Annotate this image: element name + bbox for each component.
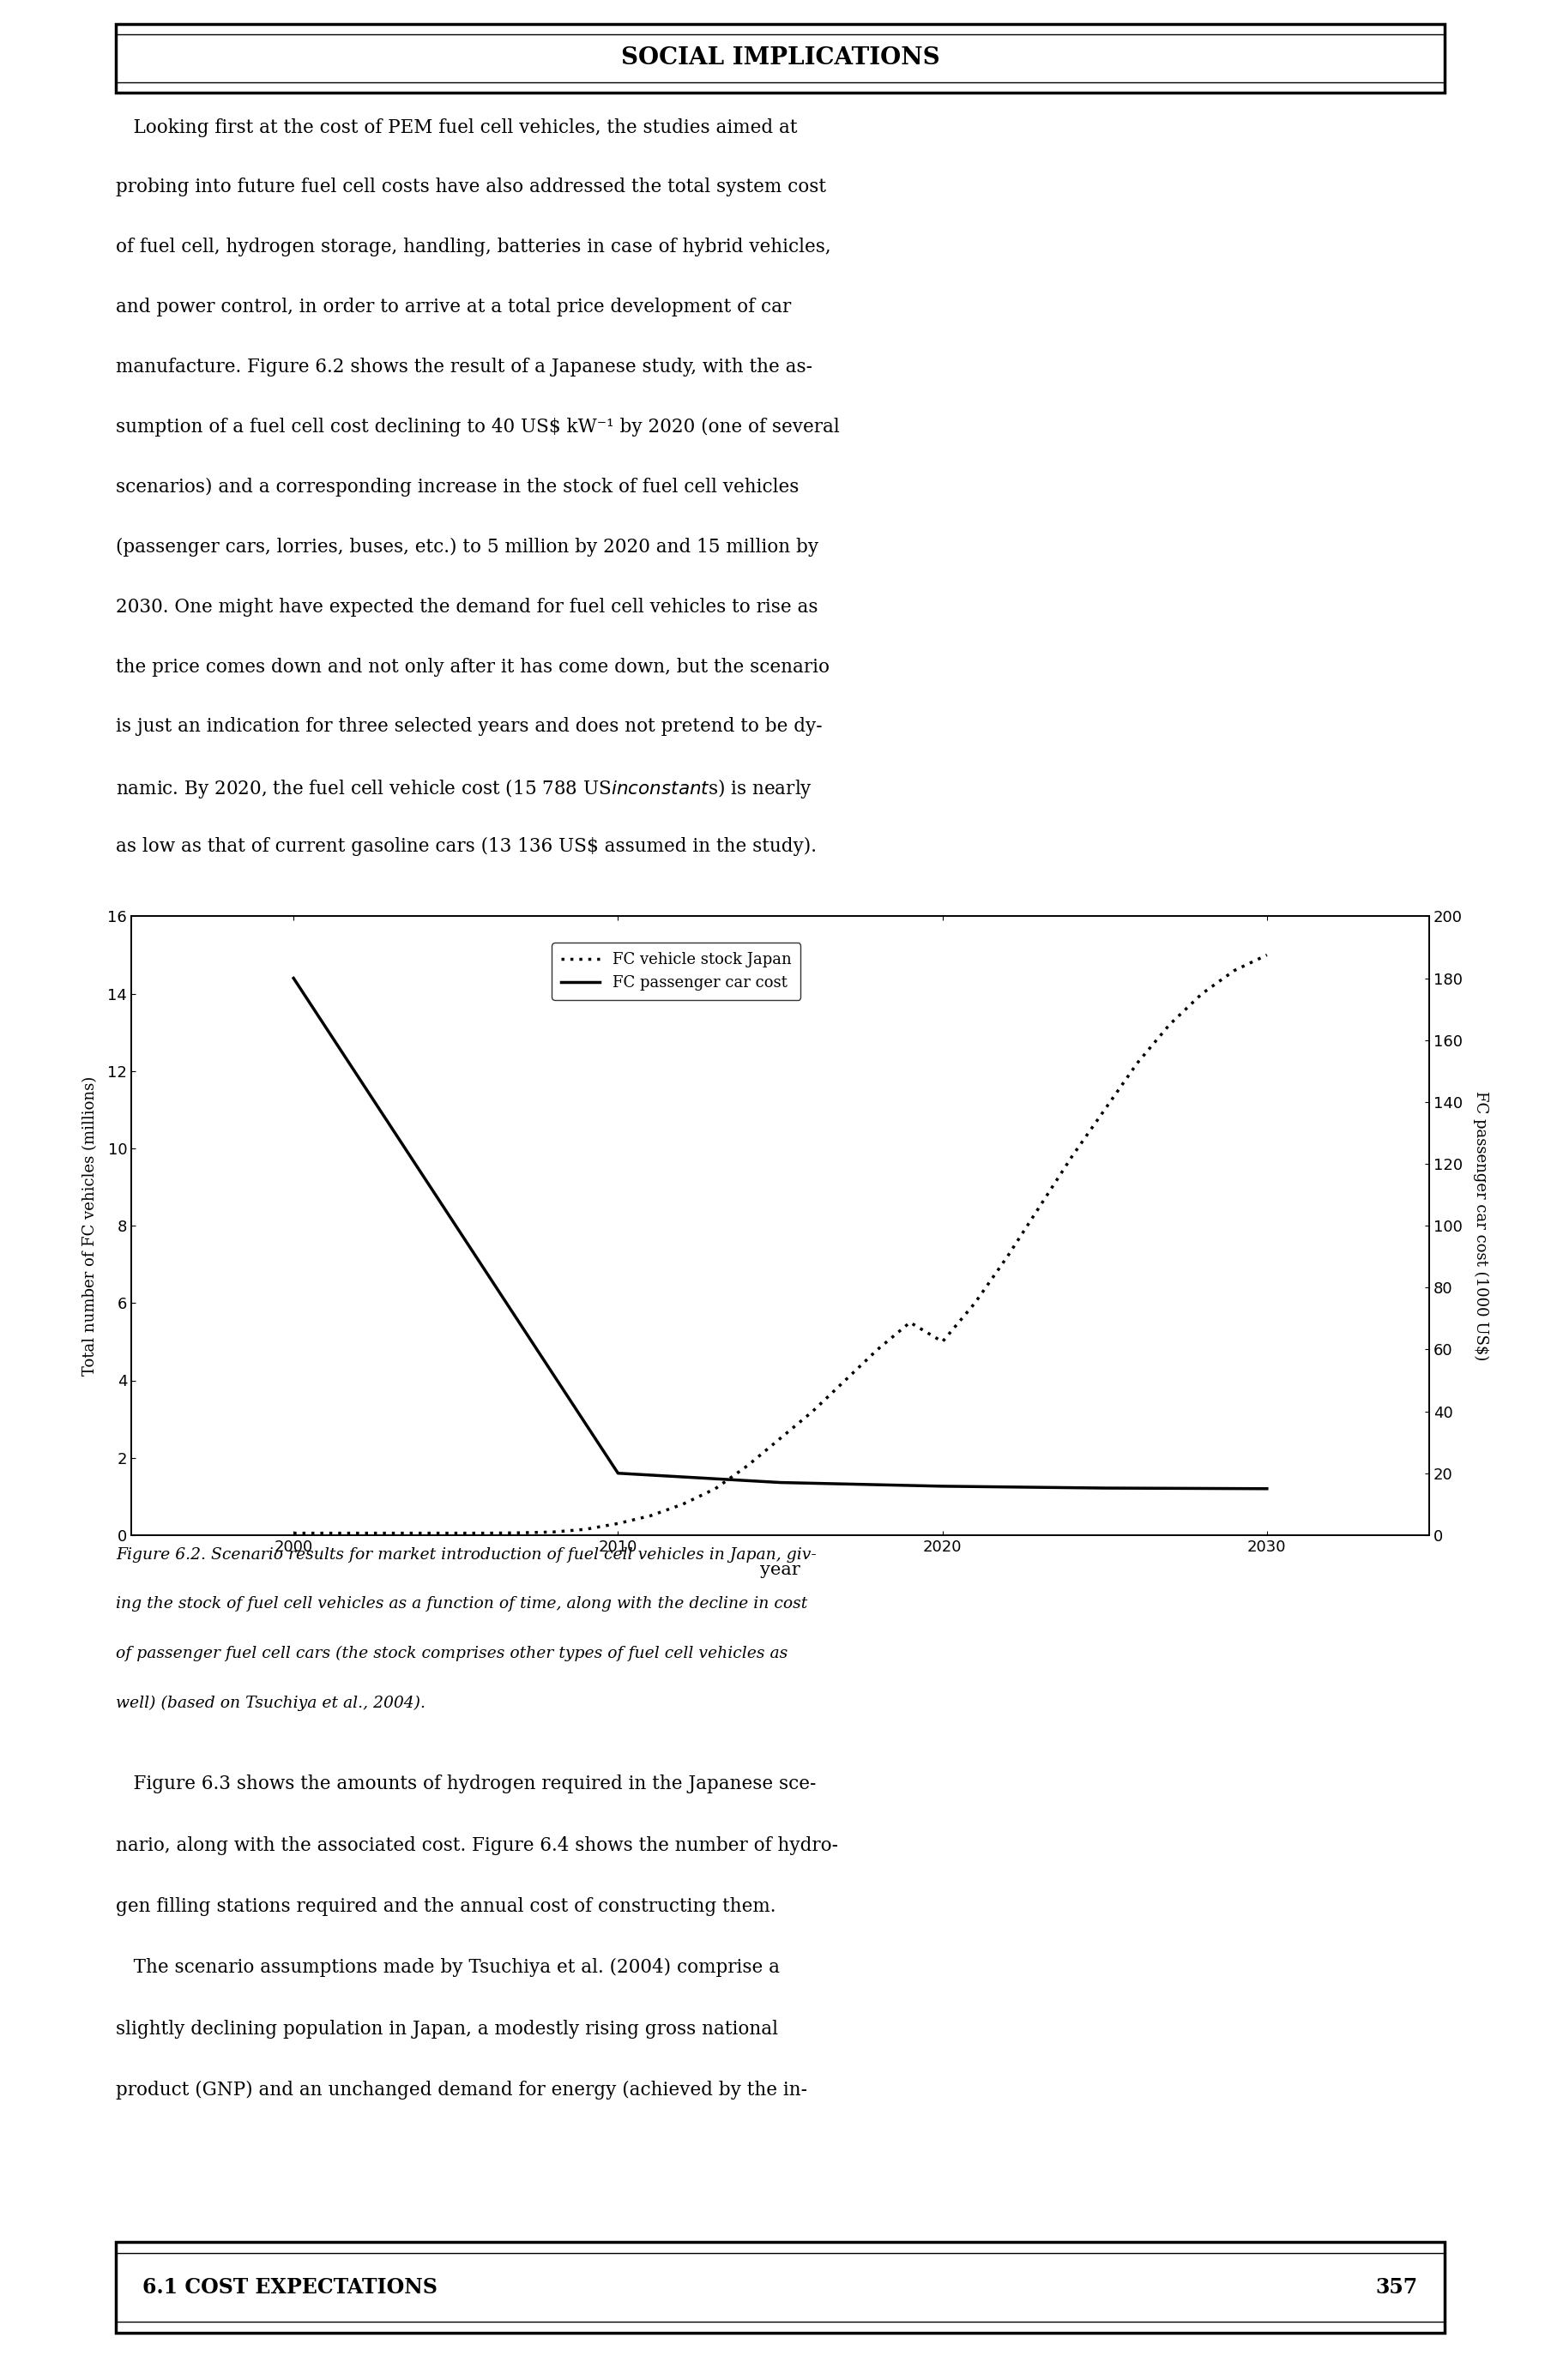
- Text: gen filling stations required and the annual cost of constructing them.: gen filling stations required and the an…: [116, 1897, 776, 1916]
- Text: scenarios) and a corresponding increase in the stock of fuel cell vehicles: scenarios) and a corresponding increase …: [116, 478, 799, 497]
- Text: as low as that of current gasoline cars (13 136 US$ assumed in the study).: as low as that of current gasoline cars …: [116, 838, 817, 857]
- FC vehicle stock Japan: [739, 1452, 757, 1480]
- FC vehicle stock Japan: [382, 1518, 400, 1547]
- Text: Figure 6.2. Scenario results for market introduction of fuel cell vehicles in Ja: Figure 6.2. Scenario results for market …: [116, 1547, 816, 1564]
- Text: the price comes down and not only after it has come down, but the scenario: the price comes down and not only after …: [116, 657, 830, 676]
- Text: 357: 357: [1375, 2278, 1418, 2297]
- Text: of passenger fuel cell cars (the stock comprises other types of fuel cell vehicl: of passenger fuel cell cars (the stock c…: [116, 1647, 788, 1661]
- FC vehicle stock Japan: [414, 1518, 433, 1547]
- FC passenger car cost: [771, 1468, 789, 1497]
- FC passenger car cost: [609, 1459, 627, 1488]
- Text: product (GNP) and an unchanged demand for energy (achieved by the in-: product (GNP) and an unchanged demand fo…: [116, 2080, 808, 2099]
- FC vehicle stock Japan: [803, 1397, 822, 1426]
- Text: ing the stock of fuel cell vehicles as a function of time, along with the declin: ing the stock of fuel cell vehicles as a…: [116, 1597, 808, 1611]
- Text: Looking first at the cost of PEM fuel cell vehicles, the studies aimed at: Looking first at the cost of PEM fuel ce…: [116, 119, 797, 136]
- FC vehicle stock Japan: [479, 1518, 497, 1547]
- FC vehicle stock Japan: [349, 1518, 368, 1547]
- Text: 6.1 COST EXPECTATIONS: 6.1 COST EXPECTATIONS: [142, 2278, 437, 2297]
- FC vehicle stock Japan: [933, 1328, 952, 1357]
- FC vehicle stock Japan: [998, 1242, 1017, 1271]
- FC passenger car cost: [284, 964, 303, 992]
- Text: 2030. One might have expected the demand for fuel cell vehicles to rise as: 2030. One might have expected the demand…: [116, 597, 817, 616]
- FC vehicle stock Japan: [1063, 1142, 1082, 1171]
- Text: and power control, in order to arrive at a total price development of car: and power control, in order to arrive at…: [116, 298, 791, 317]
- X-axis label: year: year: [760, 1561, 800, 1578]
- FC vehicle stock Japan: [1031, 1192, 1049, 1221]
- Text: well) (based on Tsuchiya et al., 2004).: well) (based on Tsuchiya et al., 2004).: [116, 1695, 425, 1711]
- Line: FC vehicle stock Japan: FC vehicle stock Japan: [294, 954, 1267, 1533]
- Legend: FC vehicle stock Japan, FC passenger car cost: FC vehicle stock Japan, FC passenger car…: [552, 942, 800, 1000]
- Y-axis label: Total number of FC vehicles (millions): Total number of FC vehicles (millions): [82, 1076, 97, 1376]
- FC vehicle stock Japan: [1193, 981, 1211, 1009]
- FC vehicle stock Japan: [544, 1518, 562, 1547]
- Text: is just an indication for three selected years and does not pretend to be dy-: is just an indication for three selected…: [116, 716, 822, 735]
- FC vehicle stock Japan: [447, 1518, 465, 1547]
- FC passenger car cost: [1095, 1473, 1114, 1502]
- FC vehicle stock Japan: [317, 1518, 335, 1547]
- FC vehicle stock Japan: [641, 1502, 660, 1530]
- FC vehicle stock Japan: [284, 1518, 303, 1547]
- FC vehicle stock Japan: [1095, 1095, 1114, 1123]
- Text: (passenger cars, lorries, buses, etc.) to 5 million by 2020 and 15 million by: (passenger cars, lorries, buses, etc.) t…: [116, 538, 819, 557]
- Text: manufacture. Figure 6.2 shows the result of a Japanese study, with the as-: manufacture. Figure 6.2 shows the result…: [116, 357, 813, 376]
- Text: probing into future fuel cell costs have also addressed the total system cost: probing into future fuel cell costs have…: [116, 178, 827, 198]
- FC vehicle stock Japan: [836, 1366, 854, 1395]
- FC vehicle stock Japan: [868, 1335, 887, 1364]
- FC vehicle stock Japan: [576, 1516, 595, 1545]
- FC vehicle stock Japan: [1225, 957, 1244, 985]
- FC passenger car cost: [1258, 1473, 1276, 1504]
- FC vehicle stock Japan: [966, 1290, 984, 1319]
- Text: nario, along with the associated cost. Figure 6.4 shows the number of hydro-: nario, along with the associated cost. F…: [116, 1835, 839, 1854]
- FC vehicle stock Japan: [771, 1423, 789, 1452]
- Text: Figure 6.3 shows the amounts of hydrogen required in the Japanese sce-: Figure 6.3 shows the amounts of hydrogen…: [116, 1775, 816, 1795]
- Text: of fuel cell, hydrogen storage, handling, batteries in case of hybrid vehicles,: of fuel cell, hydrogen storage, handling…: [116, 238, 831, 257]
- Text: The scenario assumptions made by Tsuchiya et al. (2004) comprise a: The scenario assumptions made by Tsuchiy…: [116, 1959, 780, 1978]
- FC passenger car cost: [933, 1471, 952, 1499]
- FC vehicle stock Japan: [706, 1473, 725, 1504]
- Text: slightly declining population in Japan, a modestly rising gross national: slightly declining population in Japan, …: [116, 2018, 779, 2037]
- Text: namic. By 2020, the fuel cell vehicle cost (15 788 US$ in constant $s) is nearly: namic. By 2020, the fuel cell vehicle co…: [116, 778, 813, 800]
- FC vehicle stock Japan: [1128, 1050, 1146, 1078]
- Y-axis label: FC passenger car cost (1000 US$): FC passenger car cost (1000 US$): [1472, 1090, 1489, 1361]
- FC vehicle stock Japan: [1258, 940, 1276, 969]
- FC vehicle stock Japan: [901, 1309, 919, 1338]
- FC vehicle stock Japan: [609, 1509, 627, 1537]
- FC vehicle stock Japan: [511, 1518, 530, 1547]
- FC vehicle stock Japan: [1160, 1009, 1179, 1038]
- FC vehicle stock Japan: [674, 1490, 692, 1518]
- Text: sumption of a fuel cell cost declining to 40 US$ kW⁻¹ by 2020 (one of several: sumption of a fuel cell cost declining t…: [116, 416, 839, 436]
- Line: FC passenger car cost: FC passenger car cost: [294, 978, 1267, 1490]
- Text: SOCIAL IMPLICATIONS: SOCIAL IMPLICATIONS: [621, 48, 939, 69]
- FC passenger car cost: [447, 1211, 465, 1240]
